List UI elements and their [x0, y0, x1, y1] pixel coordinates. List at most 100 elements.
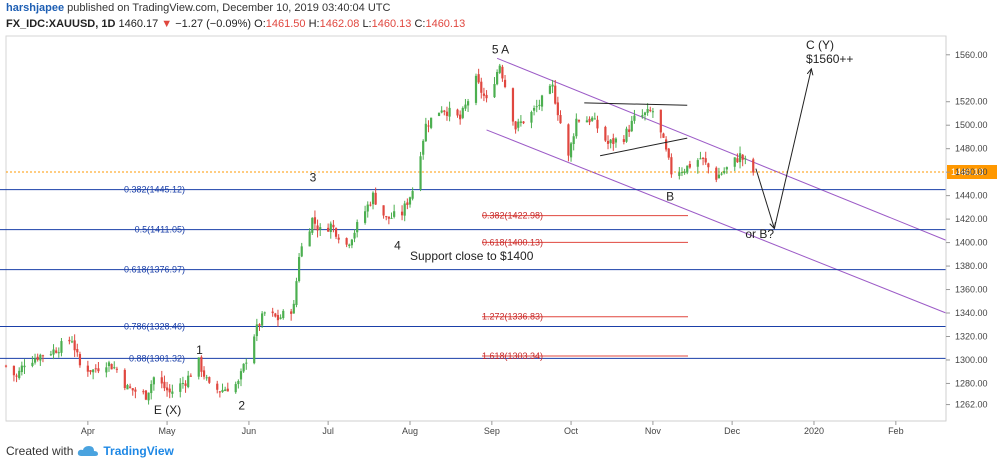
candle-body	[485, 94, 488, 99]
y-tick-label: 1360.00	[955, 285, 988, 295]
candle-body	[123, 369, 126, 389]
candle-body	[659, 109, 662, 133]
candle-body	[614, 138, 618, 143]
symbol-info: FX_IDC:XAUUSD, 1D 1460.17 ▼ −1.27 (−0.09…	[6, 18, 465, 30]
candles	[4, 63, 755, 405]
candle-body	[184, 383, 187, 386]
tradingview-brand[interactable]: TradingView	[103, 444, 174, 458]
candle-body	[406, 202, 409, 205]
y-tick-label: 1440.00	[955, 191, 988, 201]
candle-body	[224, 389, 227, 391]
candle-body	[474, 75, 478, 103]
candle-body	[41, 355, 45, 357]
candle-body	[532, 107, 536, 111]
x-tick-label: Feb	[888, 426, 904, 436]
candle-body	[577, 120, 581, 122]
candle-body	[649, 109, 652, 112]
candle-body	[292, 303, 295, 314]
candle-body	[329, 223, 332, 232]
candle-body	[189, 375, 192, 377]
y-tick-label: 1480.00	[955, 144, 988, 154]
candle-body	[493, 84, 496, 98]
fib-level-label: 0.88(1301.32)	[129, 353, 185, 363]
candle-body	[482, 93, 486, 96]
y-tick-label: 1500.00	[955, 120, 988, 130]
candle-body	[18, 370, 21, 379]
channel-lines	[486, 57, 947, 314]
x-tick-label: Nov	[645, 426, 662, 436]
candle-body	[393, 211, 396, 217]
candle-body	[519, 121, 522, 123]
candle-body	[31, 362, 34, 366]
candle-body	[39, 354, 42, 361]
x-tick-label: 2020	[804, 426, 824, 436]
candle-body	[390, 217, 393, 219]
candle-body	[150, 384, 153, 394]
candle-body	[107, 362, 111, 367]
candle-body	[89, 370, 92, 373]
candle-body	[218, 391, 221, 393]
candle-body	[422, 140, 425, 155]
candle-body	[596, 119, 599, 129]
candle-body	[633, 115, 636, 121]
candle-body	[678, 172, 681, 176]
open-label: O:	[254, 18, 266, 30]
x-tick-label: May	[159, 426, 177, 436]
candle-body	[464, 104, 467, 109]
y-tick-label: 1262.00	[955, 400, 988, 410]
fib-level-label: 0.382(1445.12)	[124, 185, 185, 195]
candle-body	[443, 110, 446, 112]
candle-body	[701, 157, 705, 159]
candle-body	[535, 106, 538, 108]
candle-body	[52, 349, 55, 355]
candle-body	[263, 312, 266, 314]
candle-body	[430, 117, 433, 128]
candle-body	[752, 159, 755, 173]
candle-body	[720, 173, 723, 175]
candle-body	[205, 377, 208, 379]
candle-body	[208, 377, 211, 383]
candle-body	[237, 380, 240, 385]
candle-body	[530, 112, 533, 123]
y-tick-label: 1520.00	[955, 97, 988, 107]
y-tick-label: 1400.00	[955, 238, 988, 248]
candle-body	[144, 390, 148, 400]
candle-body	[36, 356, 39, 360]
price-change: −1.27 (−0.09%)	[175, 18, 252, 30]
fib-extension-label: 0.382(1422.98)	[482, 211, 543, 221]
candle-body	[503, 79, 507, 87]
candle-body	[699, 158, 702, 160]
candle-body	[68, 339, 71, 342]
candle-body	[738, 153, 742, 163]
wave-label: Support close to $1400	[410, 249, 534, 263]
fib-extension-label: 0.618(1400.13)	[482, 237, 543, 247]
candle-body	[171, 391, 174, 394]
current-price-line: 1460.13	[6, 165, 997, 180]
candle-body	[274, 313, 277, 317]
candle-body	[276, 315, 280, 321]
candle-body	[665, 139, 668, 150]
symbol-label: FX_IDC:XAUUSD, 1D	[6, 18, 116, 30]
candle-body	[538, 104, 541, 106]
candle-body	[200, 356, 203, 372]
candle-body	[197, 357, 200, 377]
candle-body	[147, 392, 150, 401]
candle-body	[612, 138, 615, 145]
y-tick-label: 1560.00	[955, 50, 988, 60]
author-name[interactable]: harshjapee	[6, 2, 65, 14]
candle-body	[57, 352, 60, 354]
x-axis: Apr May Jun Jul Aug Sep Oct Nov Dec 2020 Feb	[81, 421, 904, 436]
candle-body	[662, 133, 665, 138]
created-with-text: Created with	[6, 444, 74, 458]
candle-body	[517, 121, 520, 128]
candle-body	[696, 160, 699, 167]
high-label: H:	[308, 18, 320, 30]
wave-label: C (Y)	[806, 38, 834, 52]
candle-body	[142, 391, 145, 393]
candle-body	[548, 85, 552, 94]
candle-body	[261, 313, 264, 326]
candle-body	[49, 354, 52, 356]
candle-body	[356, 222, 359, 233]
candle-body	[554, 85, 557, 104]
